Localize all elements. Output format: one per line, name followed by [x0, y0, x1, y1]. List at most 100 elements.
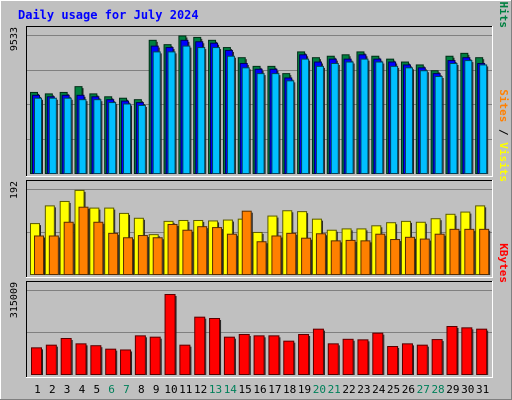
- bar-sites-day-19: [301, 237, 312, 276]
- legend-entry: Visits: [497, 142, 510, 182]
- bar-sites-day-14: [226, 233, 237, 276]
- bar-kbytes-day-4: [75, 343, 87, 375]
- bar-sites-day-25: [390, 239, 401, 276]
- bar-pages-day-8: [137, 104, 146, 174]
- series-kbytes: [31, 294, 489, 376]
- bar-pages-day-16: [256, 73, 265, 174]
- series-sites: [34, 206, 491, 276]
- day-label-23: 23: [357, 383, 370, 396]
- day-label-1: 1: [34, 383, 41, 396]
- bar-kbytes-day-7: [120, 349, 132, 376]
- day-label-26: 26: [402, 383, 415, 396]
- bar-kbytes-day-3: [60, 338, 72, 376]
- legend-entry: KBytes: [497, 243, 510, 283]
- bar-sites-day-6: [108, 232, 119, 275]
- bar-pages-day-25: [390, 65, 399, 174]
- bar-kbytes-day-30: [461, 327, 473, 375]
- day-label-24: 24: [372, 383, 386, 396]
- bar-kbytes-day-20: [312, 328, 324, 376]
- bar-sites-day-11: [182, 229, 193, 276]
- bar-kbytes-day-29: [446, 326, 458, 375]
- bar-pages-day-4: [78, 99, 87, 174]
- bar-kbytes-day-25: [387, 346, 399, 375]
- bar-sites-day-10: [167, 223, 178, 275]
- day-label-25: 25: [387, 383, 400, 396]
- bar-pages-day-12: [197, 47, 206, 174]
- bar-sites-day-28: [434, 233, 445, 276]
- bar-kbytes-day-10: [164, 294, 176, 375]
- bar-sites-day-24: [375, 233, 386, 276]
- bar-kbytes-day-1: [31, 347, 42, 376]
- day-label-28: 28: [431, 383, 444, 396]
- bar-pages-day-2: [48, 97, 57, 174]
- day-label-29: 29: [446, 383, 459, 396]
- bar-kbytes-day-17: [268, 335, 280, 376]
- bar-pages-day-19: [301, 58, 310, 174]
- bar-sites-day-29: [449, 228, 460, 275]
- bar-sites-day-20: [315, 233, 326, 275]
- bar-kbytes-day-5: [90, 345, 102, 376]
- bar-sites-day-7: [123, 237, 134, 275]
- bar-kbytes-day-26: [401, 343, 413, 375]
- bar-sites-day-13: [212, 227, 223, 276]
- day-label-4: 4: [79, 383, 86, 396]
- bar-sites-day-23: [360, 240, 371, 276]
- bar-sites-day-12: [197, 226, 208, 275]
- bar-kbytes-day-14: [223, 336, 235, 375]
- day-axis-labels: 1 2 3 4 5 6 7 8 9 10 11 12 13 14 15 16 17 18 19 20 21 22 23 24 2…: [34, 383, 489, 396]
- bar-kbytes-day-9: [149, 336, 161, 375]
- bar-pages-day-28: [434, 76, 443, 174]
- panel-max-label: 315009: [9, 282, 20, 318]
- legend-entry: /: [497, 0, 510, 2]
- day-label-19: 19: [298, 383, 311, 396]
- day-label-10: 10: [164, 383, 177, 396]
- bar-pages-day-24: [375, 61, 384, 175]
- bar-kbytes-day-2: [45, 344, 57, 376]
- day-label-12: 12: [194, 383, 207, 396]
- bar-kbytes-day-21: [327, 343, 339, 375]
- panel-legend: Pages / Files / Hits: [497, 0, 510, 28]
- bar-sites-day-22: [345, 239, 356, 275]
- bar-pages-day-27: [419, 70, 428, 174]
- bar-kbytes-day-27: [416, 344, 428, 376]
- day-label-5: 5: [93, 383, 100, 396]
- chart-panels: 9533 Pages / Files / Hits 192 Sites / Visit…: [9, 0, 510, 378]
- series-pages: [34, 45, 489, 175]
- day-label-31: 31: [476, 383, 489, 396]
- panel-visits-sites: 192 Sites / Visits: [9, 89, 510, 278]
- bar-kbytes-day-15: [238, 334, 250, 375]
- panel-max-label: 192: [9, 181, 20, 199]
- day-label-15: 15: [239, 383, 252, 396]
- bar-sites-day-5: [93, 221, 104, 276]
- bar-sites-day-16: [256, 241, 267, 275]
- bar-pages-day-31: [479, 64, 488, 174]
- day-label-22: 22: [342, 383, 355, 396]
- bar-pages-day-3: [63, 97, 72, 174]
- bar-sites-day-21: [330, 240, 341, 276]
- bar-kbytes-day-22: [342, 338, 354, 375]
- day-label-20: 20: [313, 383, 326, 396]
- bar-pages-day-22: [345, 61, 354, 175]
- day-label-27: 27: [417, 383, 430, 396]
- bar-pages-day-17: [271, 73, 280, 174]
- bar-pages-day-6: [108, 102, 117, 174]
- day-label-30: 30: [461, 383, 474, 396]
- bar-sites-day-18: [286, 232, 297, 275]
- panel-kbytes: 315009 KBytes: [9, 243, 510, 378]
- bar-sites-day-1: [34, 235, 44, 275]
- chart-title: Daily usage for July 2024: [18, 8, 199, 22]
- bar-kbytes-day-16: [253, 335, 265, 376]
- day-label-6: 6: [108, 383, 115, 396]
- panel-hits-files-pages: 9533 Pages / Files / Hits: [9, 0, 510, 177]
- bar-pages-day-13: [212, 47, 221, 174]
- bar-sites-day-15: [241, 210, 252, 275]
- bar-kbytes-day-24: [372, 332, 384, 375]
- bar-pages-day-26: [404, 67, 413, 174]
- bar-kbytes-day-23: [357, 339, 369, 375]
- bar-pages-day-1: [34, 97, 42, 174]
- day-label-17: 17: [268, 383, 281, 396]
- bar-sites-day-26: [404, 236, 415, 275]
- bar-pages-day-18: [286, 80, 295, 174]
- bar-pages-day-5: [93, 99, 102, 174]
